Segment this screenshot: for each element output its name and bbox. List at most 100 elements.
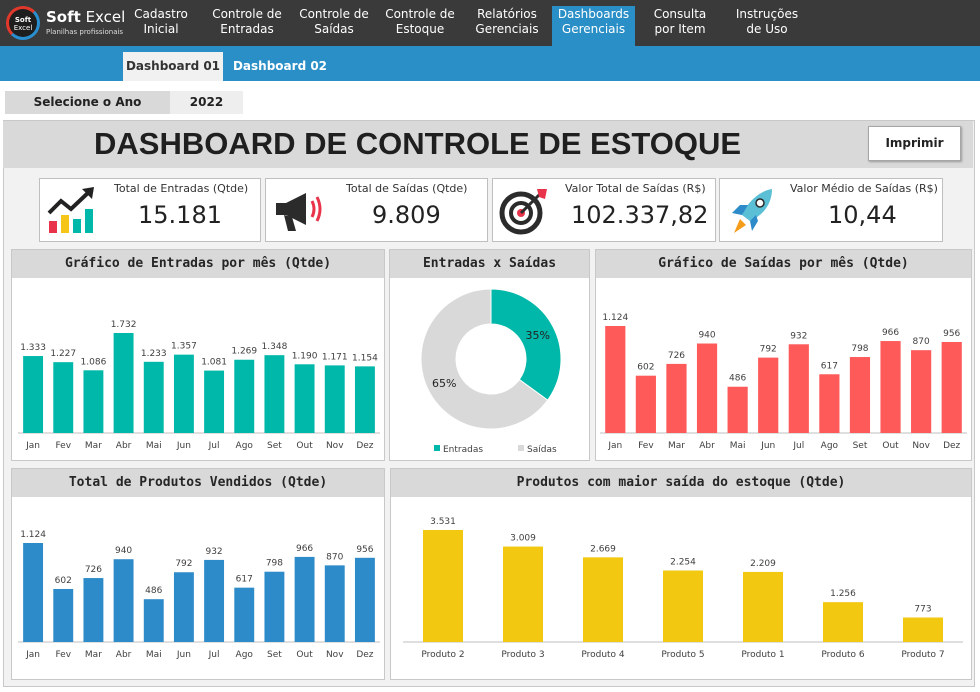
nav-consulta-por-item[interactable]: Consulta por Item (642, 7, 718, 45)
legend-label: Saídas (527, 445, 557, 455)
bar-value-label: 773 (914, 604, 931, 614)
kpi-label: Valor Total de Saídas (R$) (565, 182, 706, 195)
category-label: Ago (236, 650, 254, 660)
category-label: Produto 2 (421, 650, 464, 660)
nav-line1: Instruções (735, 7, 799, 21)
category-label: Mar (85, 650, 102, 660)
kpi-value: 10,44 (828, 201, 897, 229)
bar-value-label: 1.233 (141, 349, 167, 359)
dashboard-tabs: Dashboard 01 Dashboard 02 (0, 46, 980, 81)
kpi-valor-total-saidas: Valor Total de Saídas (R$) 102.337,82 (492, 178, 716, 242)
category-label: Mai (146, 650, 162, 660)
print-button[interactable]: Imprimir (868, 126, 961, 161)
category-label: Set (853, 441, 868, 451)
top-navigation: Soft Excel Soft Excel Planilhas profissi… (0, 0, 980, 46)
category-label: Jan (25, 441, 40, 451)
chart-saidas-svg: 1.124 Jan 602 Fev 726 Mar 940 Abr 486 Mai 792 Jun 93… (600, 313, 967, 451)
category-label: Abr (116, 650, 132, 660)
bar-value-label: 966 (296, 544, 313, 554)
bar (143, 361, 164, 433)
category-label: Ago (821, 441, 839, 451)
nav-line2: de Uso (746, 22, 788, 36)
bar (324, 565, 345, 642)
bar-value-label: 956 (943, 329, 960, 339)
app-subtitle: Planilhas profissionais (46, 28, 124, 36)
nav-controle-estoque[interactable]: Controle de Estoque (378, 7, 462, 45)
bar-value-label: 486 (729, 374, 746, 384)
target-icon (499, 189, 547, 235)
nav-dashboards-gerenciais[interactable]: Dashboards Gerenciais (552, 6, 635, 46)
nav-controle-saidas[interactable]: Controle de Saídas (292, 7, 376, 45)
category-label: Out (882, 441, 899, 451)
category-label: Jun (176, 441, 191, 451)
nav-line1: Relatórios (477, 7, 537, 21)
legend-swatch (434, 445, 440, 451)
bar-value-label: 792 (760, 345, 777, 355)
bar-value-label: 1.227 (50, 349, 76, 359)
bar (354, 557, 375, 642)
chart-vendidos-svg: 1.124 Jan 602 Fev 726 Mar 940 Abr 486 Mai 792 Jun 93… (18, 530, 380, 660)
logo-badge: Soft Excel (6, 6, 40, 40)
category-label: Jun (760, 441, 775, 451)
category-label: Out (296, 441, 313, 451)
bar-value-label: 726 (85, 565, 102, 575)
kpi-label: Total de Saídas (Qtde) (346, 182, 468, 195)
kpi-value: 9.809 (372, 201, 441, 229)
nav-relatorios-gerenciais[interactable]: Relatórios Gerenciais (466, 7, 548, 45)
chart-title: Entradas x Saídas (390, 250, 589, 278)
logo-top-text: Soft (14, 16, 32, 24)
bar-value-label: 1.086 (81, 357, 107, 367)
year-label: Selecione o Ano (5, 91, 170, 114)
bar-value-label: 726 (668, 351, 685, 361)
nav-line2: Gerenciais (561, 22, 626, 36)
category-label: Jul (208, 650, 220, 660)
bar (113, 333, 134, 433)
bar (605, 326, 626, 433)
legend-label: Entradas (443, 445, 483, 455)
nav-line1: Controle de (299, 7, 369, 21)
bar-value-label: 617 (821, 361, 838, 371)
logo-bottom-text: Excel (13, 24, 33, 32)
year-select[interactable]: 2022 (170, 91, 243, 114)
bar (727, 386, 748, 433)
category-label: Produto 4 (581, 650, 625, 660)
bar-value-label: 617 (236, 575, 253, 585)
bar (113, 559, 134, 642)
tab-dashboard-02[interactable]: Dashboard 02 (232, 59, 328, 73)
nav-line1: Consulta (653, 7, 707, 21)
nav-controle-entradas[interactable]: Controle de Entradas (205, 7, 289, 45)
bar-value-label: 932 (790, 331, 807, 341)
tab-dashboard-01[interactable]: Dashboard 01 (123, 52, 223, 81)
category-label: Dez (943, 441, 960, 451)
chart-title: Total de Produtos Vendidos (Qtde) (12, 469, 384, 497)
nav-instrucoes-de-uso[interactable]: Instruções de Uso (727, 7, 807, 45)
category-label: Mai (146, 441, 162, 451)
slice-percent-label: 35% (526, 329, 550, 342)
bar-value-label: 798 (851, 344, 868, 354)
bar-value-label: 1.348 (262, 342, 288, 352)
bar-value-label: 940 (115, 546, 132, 556)
category-label: Nov (912, 441, 930, 451)
nav-cadastro-inicial[interactable]: Cadastro Inicial (127, 7, 195, 45)
bar-value-label: 2.254 (670, 558, 696, 568)
nav-line1: Dashboards (557, 7, 630, 21)
category-label: Jul (208, 441, 220, 451)
category-label: Mar (85, 441, 102, 451)
donut-slice (490, 288, 562, 401)
bar (666, 363, 687, 433)
megaphone-icon (276, 193, 322, 231)
bar (53, 588, 74, 642)
category-label: Dez (356, 441, 373, 451)
nav-line2: Estoque (395, 22, 445, 36)
category-label: Abr (116, 441, 132, 451)
category-label: Produto 6 (821, 650, 865, 660)
category-label: Fev (55, 441, 71, 451)
bar-value-label: 1.171 (322, 352, 348, 362)
bar (234, 359, 255, 433)
category-label: Jul (792, 441, 804, 451)
bar (294, 364, 315, 433)
bar (663, 570, 703, 642)
bar-value-label: 940 (698, 331, 715, 341)
bar-value-label: 1.333 (20, 343, 46, 353)
